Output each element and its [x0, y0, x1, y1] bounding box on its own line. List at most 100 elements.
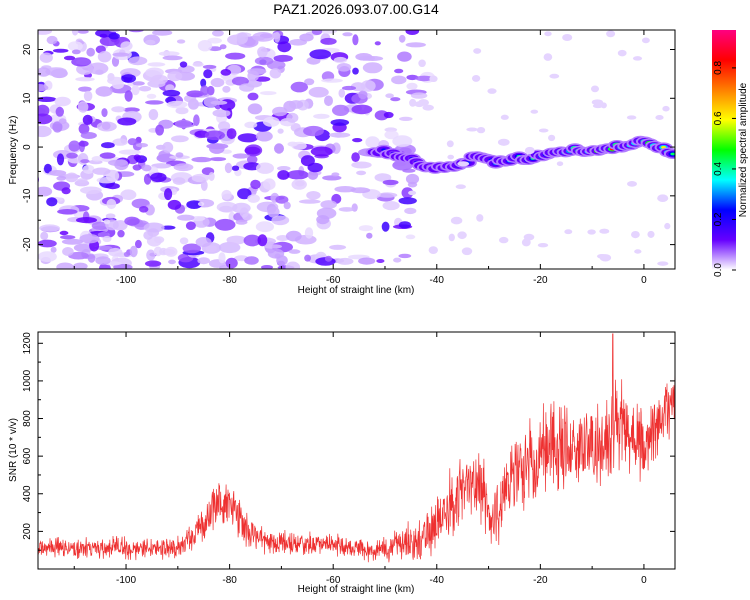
- heatmap-noise-cell: [123, 251, 130, 257]
- heatmap-noise-cell: [549, 73, 560, 79]
- heatmap-noise-cell: [38, 96, 57, 102]
- heatmap-noise-cell: [38, 104, 50, 117]
- heatmap-noise-cell: [91, 221, 109, 230]
- heatmap-noise-cell: [313, 113, 330, 119]
- heatmap-noise-cell: [67, 41, 83, 51]
- heatmap-noise-cell: [247, 68, 267, 75]
- heatmap-noise-cell: [250, 179, 261, 190]
- heatmap-noise-cell: [76, 217, 97, 224]
- heatmap-noise-cell: [82, 114, 93, 125]
- snr-xlabel: Height of straight line (km): [298, 584, 415, 595]
- heatmap-noise-cell: [123, 107, 140, 113]
- heatmap-noise-cell: [252, 32, 274, 42]
- heatmap-noise-cell: [118, 149, 141, 155]
- heatmap-noise-cell: [145, 100, 164, 105]
- heatmap-noise-cell: [86, 47, 95, 57]
- heatmap-noise-cell: [102, 235, 112, 243]
- heatmap-noise-cell: [418, 59, 426, 68]
- heatmap-noise-cell: [410, 92, 428, 99]
- spectrogram-xtick-label: -80: [222, 275, 237, 286]
- heatmap-noise-cell: [374, 173, 392, 182]
- heatmap-noise-cell: [330, 119, 350, 126]
- heatmap-noise-cell: [397, 51, 412, 62]
- heatmap-noise-cell: [101, 108, 108, 118]
- heatmap-noise-cell: [114, 159, 129, 171]
- spectrogram-xtick-label: -100: [116, 275, 136, 286]
- heatmap-noise-cell: [543, 53, 553, 61]
- heatmap-noise-cell: [321, 78, 343, 83]
- heatmap-noise-cell: [631, 231, 640, 239]
- heatmap-noise-cell: [212, 109, 231, 118]
- heatmap-noise-cell: [219, 44, 227, 50]
- heatmap-noise-cell: [562, 34, 573, 41]
- heatmap-noise-cell: [218, 121, 231, 131]
- heatmap-noise-cell: [38, 239, 57, 248]
- heatmap-noise-cell: [52, 48, 69, 53]
- heatmap-noise-cell: [617, 49, 627, 57]
- heatmap-noise-cell: [151, 163, 172, 169]
- heatmap-noise-cell: [124, 216, 140, 226]
- heatmap-noise-cell: [409, 98, 417, 107]
- heatmap-noise-cell: [147, 62, 166, 67]
- heatmap-noise-cell: [662, 105, 670, 112]
- snr-ticks: -100 -80 -60 -40 -20 0 200 400 600 800 1000 1200: [22, 332, 675, 586]
- heatmap-noise-cell: [366, 232, 373, 239]
- heatmap-noise-cell: [657, 194, 669, 203]
- colorbar-scale: [712, 30, 736, 270]
- heatmap-noise-cell: [39, 224, 60, 232]
- heatmap-noise-cell: [39, 52, 53, 63]
- heatmap-noise-cell: [76, 59, 92, 66]
- heatmap-noise-cell: [99, 152, 116, 159]
- heatmap-noise-cell: [108, 247, 123, 257]
- heatmap-noise-cell: [544, 31, 552, 37]
- heatmap-noise-cell: [267, 248, 285, 259]
- heatmap-noise-cell: [632, 56, 643, 61]
- heatmap-noise-cell: [320, 37, 337, 45]
- heatmap-noise-cell: [263, 178, 276, 190]
- heatmap-noise-cell: [38, 30, 52, 35]
- heatmap-noise-cell: [306, 191, 321, 200]
- heatmap-noise-cell: [71, 49, 81, 55]
- heatmap-noise-cell: [664, 222, 671, 230]
- heatmap-noise-cell: [657, 261, 669, 266]
- heatmap-noise-cell: [145, 260, 162, 267]
- heatmap-noise-cell: [461, 247, 473, 256]
- heatmap-noise-cell: [146, 93, 157, 99]
- snr-xtick-label: -40: [430, 575, 445, 586]
- figure-title: PAZ1.2026.093.07.00.G14: [273, 1, 439, 17]
- heatmap-noise-cell: [255, 130, 273, 142]
- heatmap-noise-cell: [448, 233, 455, 242]
- heatmap-noise-cell: [197, 201, 205, 207]
- heatmap-noise-cell: [52, 121, 63, 133]
- heatmap-noise-cell: [120, 189, 137, 200]
- heatmap-noise-cell: [641, 37, 650, 44]
- heatmap-noise-cell: [133, 154, 141, 161]
- heatmap-noise-cell: [65, 172, 79, 183]
- heatmap-noise-cell: [647, 230, 655, 238]
- heatmap-noise-cell: [94, 245, 113, 251]
- heatmap-noise-cell: [154, 236, 165, 244]
- heatmap-noise-cell: [162, 55, 183, 61]
- heatmap-noise-cell: [244, 256, 259, 265]
- heatmap-noise-cell: [405, 42, 426, 48]
- heatmap-noise-cell: [304, 227, 314, 239]
- heatmap-noise-cell: [342, 32, 353, 37]
- heatmap-noise-cell: [390, 97, 401, 102]
- heatmap-noise-cell: [291, 141, 307, 150]
- heatmap-noise-cell: [78, 123, 90, 135]
- heatmap-noise-cell: [309, 49, 332, 60]
- spectrogram-xtick-label: -60: [326, 275, 341, 286]
- heatmap-noise-cell: [260, 91, 277, 96]
- heatmap-noise-cell: [105, 183, 120, 190]
- heatmap-noise-cell: [171, 135, 189, 143]
- heatmap-noise-cell: [141, 164, 152, 172]
- heatmap-noise-cell: [150, 172, 167, 183]
- heatmap-noise-cell: [112, 138, 128, 146]
- heatmap-noise-cell: [120, 41, 133, 51]
- heatmap-noise-cell: [46, 197, 58, 207]
- heatmap-noise-cell: [82, 164, 95, 174]
- spectrogram-ytick-label: 0: [22, 144, 33, 150]
- heatmap-noise-cell: [271, 215, 290, 226]
- heatmap-noise-cell: [307, 162, 323, 173]
- heatmap-noise-cell: [291, 179, 307, 190]
